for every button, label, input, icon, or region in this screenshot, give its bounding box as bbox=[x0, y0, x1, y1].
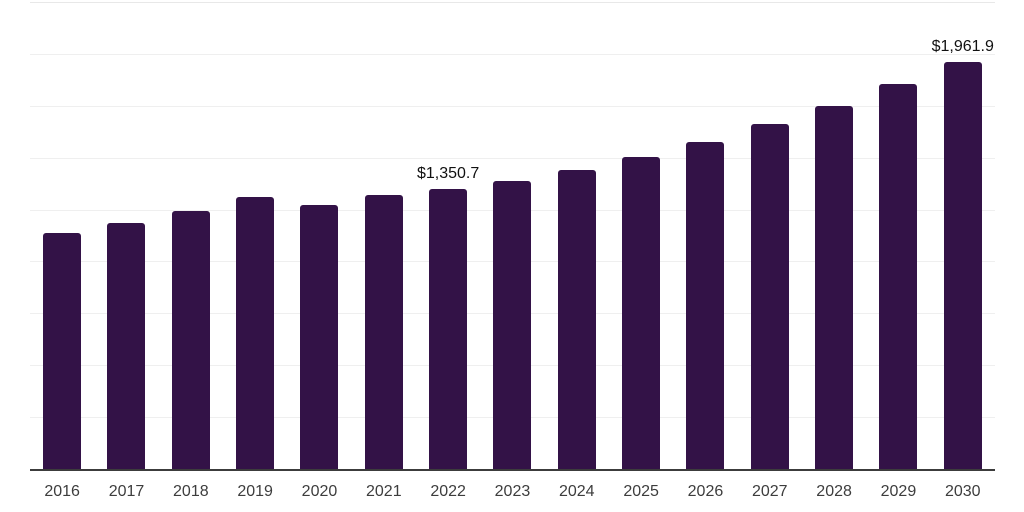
bar-slot-2017 bbox=[94, 2, 158, 469]
x-axis-label-2021: 2021 bbox=[366, 483, 402, 500]
bar-2029 bbox=[879, 83, 918, 469]
bar-slot-2030: $1,961.9 bbox=[931, 2, 995, 469]
bar-2021 bbox=[364, 194, 403, 469]
bar-slot-2020 bbox=[287, 2, 351, 469]
gridline bbox=[30, 157, 995, 159]
bar-2030 bbox=[943, 61, 982, 469]
bar-2016 bbox=[43, 232, 82, 469]
x-axis: 2016 2017 2018 2019 2020 2021 2022 2023 2024 2025… bbox=[30, 483, 995, 501]
bar-slot-2019 bbox=[223, 2, 287, 469]
bar-slot-2025 bbox=[609, 2, 673, 469]
gridline bbox=[30, 2, 995, 3]
bar-2028 bbox=[815, 106, 854, 469]
bar-value-label-2030: $1,961.9 bbox=[931, 37, 994, 55]
bar-slot-2018 bbox=[159, 2, 223, 469]
bar-slot-2027 bbox=[738, 2, 802, 469]
x-axis-label-2028: 2028 bbox=[816, 483, 852, 500]
x-axis-label-2025: 2025 bbox=[623, 483, 659, 500]
bar-2022 bbox=[429, 188, 468, 469]
bar-2026 bbox=[686, 141, 725, 469]
x-axis-label-2026: 2026 bbox=[687, 483, 724, 500]
gridline bbox=[30, 105, 995, 107]
bar-2019 bbox=[236, 196, 275, 469]
x-axis-label-2016: 2016 bbox=[44, 483, 80, 500]
x-axis-label-2019: 2019 bbox=[237, 483, 273, 500]
bar-2025 bbox=[622, 156, 661, 469]
bar-2024 bbox=[557, 169, 596, 469]
x-axis-label-2022: 2022 bbox=[430, 483, 466, 500]
bar-2017 bbox=[107, 222, 146, 469]
x-axis-label-2024: 2024 bbox=[558, 483, 595, 500]
bar-2023 bbox=[493, 180, 532, 469]
bar-slot-2024 bbox=[545, 2, 609, 469]
x-axis-label-2023: 2023 bbox=[494, 483, 531, 500]
bar-series: $1,350.7 $1,961.9 bbox=[30, 2, 995, 469]
x-axis-label-2017: 2017 bbox=[108, 483, 145, 500]
gridline bbox=[30, 53, 995, 55]
plot-area: $1,350.7 $1,961.9 bbox=[30, 2, 995, 471]
x-axis-label-2029: 2029 bbox=[880, 483, 917, 500]
bar-slot-2021 bbox=[352, 2, 416, 469]
x-axis-label-2018: 2018 bbox=[173, 483, 209, 500]
bar-2018 bbox=[171, 210, 210, 469]
x-axis-label-2027: 2027 bbox=[751, 483, 788, 500]
bar-slot-2028 bbox=[802, 2, 866, 469]
x-axis-label-2020: 2020 bbox=[301, 483, 338, 500]
bar-slot-2016 bbox=[30, 2, 94, 469]
bar-slot-2022: $1,350.7 bbox=[416, 2, 480, 469]
bar-value-label-2022: $1,350.7 bbox=[416, 164, 480, 182]
bar-slot-2029 bbox=[866, 2, 930, 469]
bar-2020 bbox=[300, 204, 339, 469]
bar-2027 bbox=[750, 124, 789, 469]
x-axis-label-2030: 2030 bbox=[944, 483, 981, 500]
bar-slot-2023 bbox=[480, 2, 544, 469]
bar-slot-2026 bbox=[673, 2, 737, 469]
